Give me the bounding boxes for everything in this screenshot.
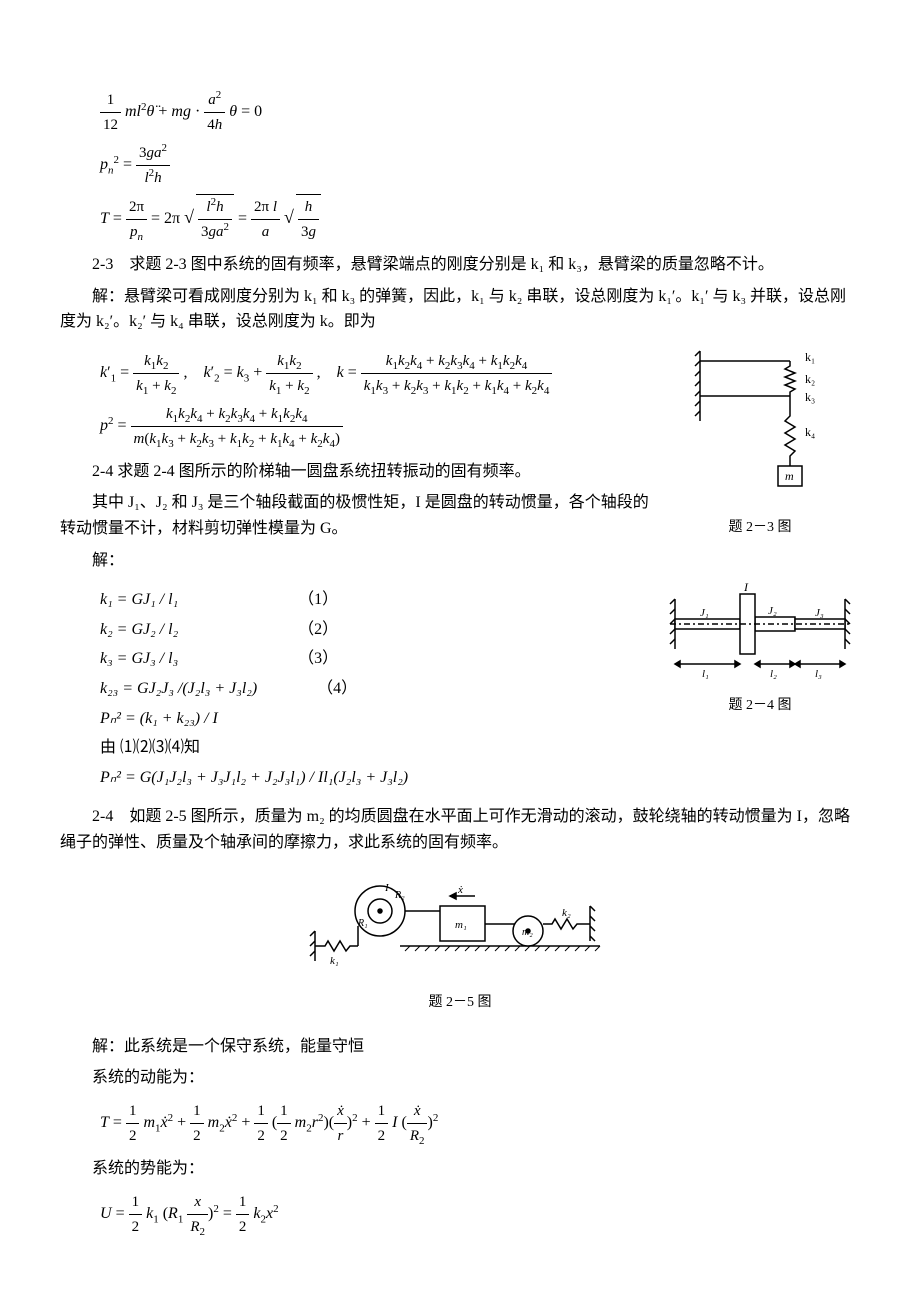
eq24-l7: Pₙ² = G(J₁J₂l₃ + J₃J₁l₂ + J₂J₃l₁) / Il₁(…: [100, 765, 660, 791]
svg-text:m₂: m₂: [522, 927, 533, 938]
svg-text:l₃: l₃: [815, 668, 822, 680]
eq23-line2: p2 = k1k2k4 + k2k3k4 + k1k2k4m(k1k3 + k2…: [100, 402, 660, 451]
problem-2-5-solution-3: 系统的势能为：: [60, 1156, 860, 1182]
svg-text:k₁: k₁: [330, 955, 339, 967]
figure-2-3: k₁ k₂ k₃ k₄ m: [690, 341, 830, 511]
svg-text:l₂: l₂: [770, 668, 777, 680]
figure-2-5-caption: 题 2－5 图: [60, 992, 860, 1014]
eq1-line1: 112 ml2θ̈ + mg · a24h θ = 0: [100, 88, 860, 137]
eq24-l1: k₁ = GJ₁ / l₁: [100, 591, 178, 608]
eq24-l5: Pₙ² = (k₁ + k₂₃) / I: [100, 706, 660, 732]
svg-text:J₁: J₁: [700, 607, 709, 619]
figure-2-4: I J₁ J₂ J₃ l₁ l₂ l₃: [660, 579, 860, 689]
svg-text:l₁: l₁: [702, 668, 709, 680]
problem-2-3-question: 2-3 求题 2-3 图中系统的固有频率，悬臂梁端点的刚度分别是 k₁ 和 k₃…: [60, 252, 860, 278]
eq24-n3: （3）: [298, 646, 338, 672]
figure-2-5: I R₁ R₂ m₁ m₂ k₁ k₂ ẋ: [300, 876, 620, 986]
svg-text:k₂: k₂: [562, 907, 571, 919]
eq1-line3: T = 2πpn = 2π l2h3ga2 = 2π la h3g: [100, 194, 860, 244]
eq24-l2: k₂ = GJ₂ / l₂: [100, 621, 178, 638]
eq24-n4: （4）: [317, 676, 357, 702]
problem-2-5-solution-2: 系统的动能为：: [60, 1065, 860, 1091]
svg-text:k₃: k₃: [805, 390, 815, 404]
figure-2-4-caption: 题 2－4 图: [660, 695, 860, 717]
eq24-l3: k₃ = GJ₃ / l₃: [100, 650, 178, 667]
problem-2-5-solution-1: 解：此系统是一个保守系统，能量守恒: [60, 1034, 860, 1060]
equation-block-1: 112 ml2θ̈ + mg · a24h θ = 0 pn2 = 3ga2l2…: [100, 88, 860, 244]
problem-2-5-question: 2-4 如题 2-5 图所示，质量为 m₂ 的均质圆盘在水平面上可作无滑动的滚动…: [60, 804, 860, 855]
eq24-l4: k₂₃ = GJ₂J₃ /(J₂l₃ + J₃l₂): [100, 680, 257, 697]
equation-T: T = 12 m1ẋ2 + 12 m2ẋ2 + 12 (12 m2r2)(ẋr)…: [100, 1099, 860, 1148]
problem-2-4-question-2: 其中 J₁、J₂ 和 J₃ 是三个轴段截面的极惯性矩，I 是圆盘的转动惯量，各个…: [60, 490, 660, 541]
svg-text:J₃: J₃: [815, 607, 824, 619]
equation-block-2-3: k′1 = k1k2k1 + k2 , k′2 = k3 + k1k2k1 + …: [100, 349, 660, 451]
eq1-line2: pn2 = 3ga2l2h: [100, 141, 860, 190]
svg-text:ẋ: ẋ: [457, 884, 463, 896]
svg-text:k₁: k₁: [805, 350, 815, 364]
svg-text:J₂: J₂: [768, 605, 777, 617]
problem-2-4-solution-label: 解：: [60, 548, 660, 574]
equation-block-2-4: k₁ = GJ₁ / l₁ （1） k₂ = GJ₂ / l₂ （2） k₃ = G…: [100, 587, 660, 790]
svg-text:m: m: [785, 469, 794, 483]
svg-text:R₁: R₁: [357, 918, 368, 929]
svg-text:I: I: [743, 580, 749, 594]
svg-text:m₁: m₁: [455, 919, 467, 931]
svg-text:k₄: k₄: [805, 425, 815, 439]
figure-2-3-caption: 题 2－3 图: [660, 517, 860, 539]
eq24-l6: 由 ⑴⑵⑶⑷知: [100, 735, 660, 761]
eq24-n2: （2）: [298, 617, 338, 643]
eq23-line1: k′1 = k1k2k1 + k2 , k′2 = k3 + k1k2k1 + …: [100, 349, 660, 398]
eq24-n1: （1）: [298, 587, 338, 613]
svg-text:k₂: k₂: [805, 372, 815, 386]
equation-U: U = 12 k1 (R1 xR2)2 = 12 k2x2: [100, 1190, 860, 1239]
svg-text:R₂: R₂: [394, 890, 405, 901]
problem-2-3-solution-text: 解：悬臂梁可看成刚度分别为 k₁ 和 k₃ 的弹簧，因此，k₁ 与 k₂ 串联，…: [60, 284, 860, 335]
problem-2-4-question: 2-4 求题 2-4 图所示的阶梯轴一圆盘系统扭转振动的固有频率。: [60, 459, 660, 485]
